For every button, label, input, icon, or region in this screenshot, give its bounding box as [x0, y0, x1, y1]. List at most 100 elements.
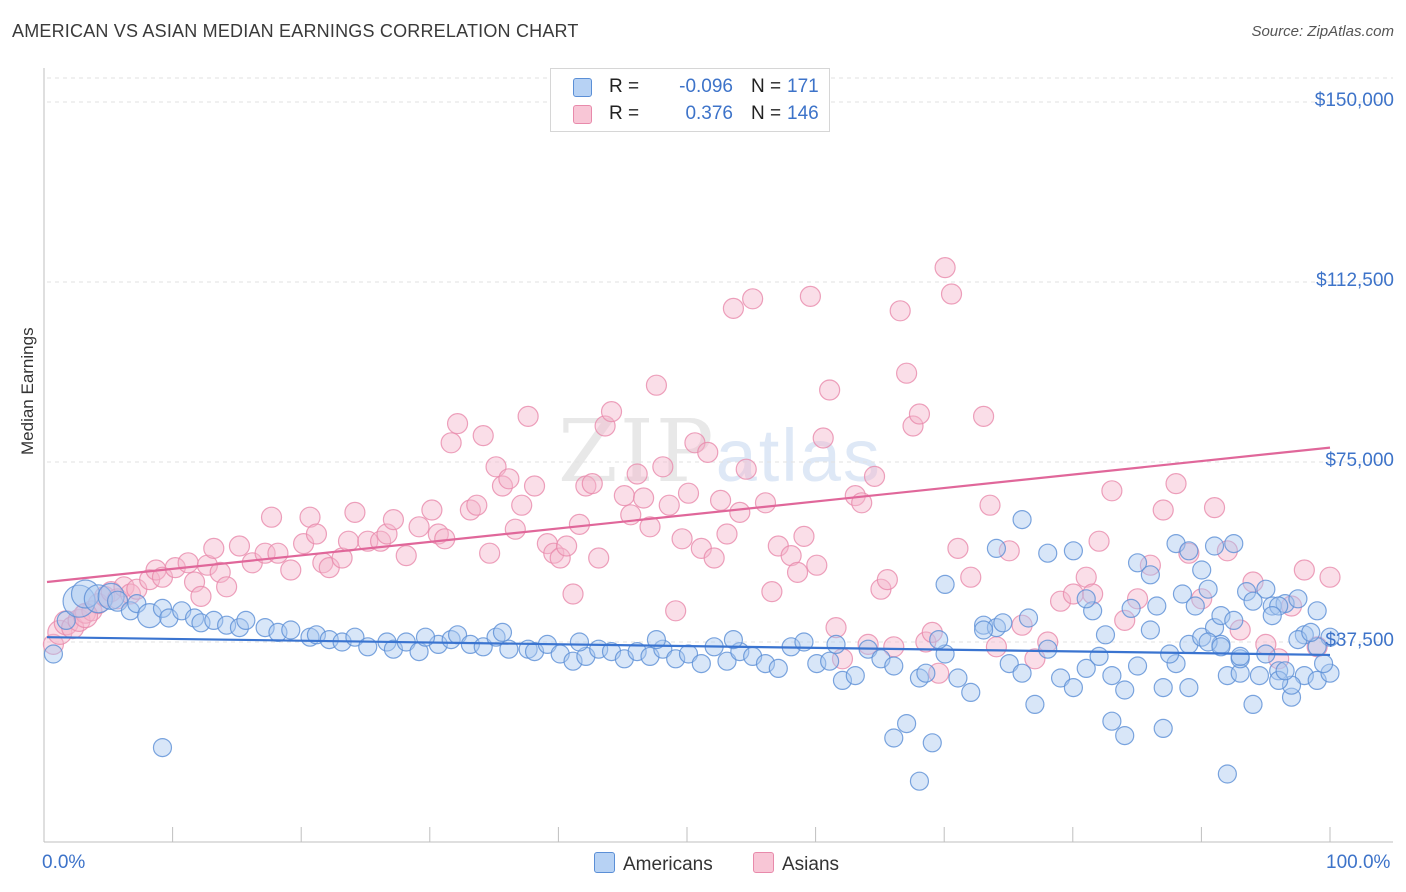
americans-point: [1140, 620, 1160, 640]
x-tick-min: 0.0%: [42, 852, 86, 873]
asians-points: [42, 257, 1341, 684]
americans-point: [1249, 665, 1270, 686]
asians-point: [998, 540, 1020, 562]
americans-point: [1217, 764, 1237, 784]
asians-point: [735, 458, 757, 480]
americans-point: [569, 632, 590, 652]
asians-point: [940, 283, 963, 305]
asians-r-value: 0.376: [685, 103, 733, 124]
asians-point: [382, 508, 405, 531]
asians-point: [344, 501, 366, 524]
americans-point: [1243, 694, 1263, 715]
americans-point: [1115, 725, 1135, 746]
asians-point: [479, 542, 501, 564]
asians-point: [1319, 566, 1341, 588]
americans-point: [1153, 718, 1173, 739]
americans-point: [229, 617, 250, 638]
americans-point: [948, 668, 968, 688]
americans-point: [1050, 668, 1071, 688]
americans-point: [820, 651, 840, 671]
asians-point: [472, 425, 494, 447]
americans-point: [1018, 608, 1039, 628]
asians-point: [658, 494, 680, 516]
americans-point: [1012, 663, 1032, 683]
asians-point: [1203, 497, 1226, 519]
americans-legend-swatch: [594, 852, 615, 873]
americans-point: [1102, 665, 1122, 686]
bottom-legend-americans[interactable]: Americans: [594, 852, 713, 876]
americans-point: [961, 682, 981, 703]
asians-swatch: [573, 105, 592, 124]
americans-point: [1301, 622, 1321, 643]
americans-point: [1262, 605, 1282, 626]
americans-point: [1230, 646, 1250, 667]
x-tick-max: 100.0%: [1326, 852, 1391, 873]
americans-point: [1025, 694, 1045, 715]
americans-point: [723, 629, 744, 650]
americans-point: [1012, 509, 1032, 530]
asians-point: [812, 427, 834, 449]
americans-point: [627, 641, 647, 662]
americans-point: [1275, 661, 1295, 681]
americans-point: [1243, 591, 1263, 611]
americans-point: [1063, 541, 1084, 561]
asians-point: [446, 413, 469, 435]
americans-point: [1224, 533, 1244, 554]
americans-point: [1147, 596, 1167, 616]
asians-point: [1126, 588, 1149, 610]
americans-point: [884, 656, 904, 676]
asians-n-value: 146: [787, 103, 819, 124]
americans-point: [1237, 581, 1257, 602]
asians-point: [754, 492, 777, 514]
asians-point: [357, 530, 379, 552]
asians-point: [979, 494, 1001, 516]
asians-point: [613, 485, 635, 507]
y-tick-label: $75,000: [1325, 450, 1394, 471]
americans-point: [1192, 560, 1212, 580]
americans-point: [1038, 543, 1058, 563]
americans-point: [717, 651, 737, 671]
bottom-legend-asians[interactable]: Asians: [753, 852, 839, 876]
y-tick-label: $37,500: [1325, 630, 1394, 651]
asians-point: [1082, 583, 1104, 605]
americans-point: [281, 620, 301, 640]
americans-point: [929, 629, 949, 650]
americans-point: [120, 601, 140, 621]
americans-point: [1307, 601, 1327, 621]
asians-point: [972, 405, 995, 427]
americans-n-value: 171: [787, 76, 819, 97]
chart-title: AMERICAN VS ASIAN MEDIAN EARNINGS CORREL…: [12, 21, 579, 41]
watermark-atlas: atlas: [715, 414, 882, 497]
asians-point: [921, 621, 943, 644]
asians-legend-label: Asians: [782, 854, 840, 875]
asians-point: [742, 288, 764, 310]
asians-point: [1101, 480, 1123, 502]
americans-r-value: -0.096: [679, 76, 733, 97]
americans-point: [1320, 627, 1340, 647]
asians-point: [588, 547, 610, 569]
asians-point: [280, 559, 302, 581]
americans-point: [845, 665, 865, 686]
americans-points: [43, 509, 1340, 791]
asians-point: [337, 530, 360, 552]
americans-point: [1288, 589, 1308, 609]
americans-point: [897, 713, 917, 734]
y-tick-label: $112,500: [1316, 270, 1394, 291]
americans-point: [1179, 677, 1199, 698]
asians-point: [260, 506, 283, 528]
asians-legend-swatch: [753, 852, 774, 873]
americans-point: [1269, 670, 1289, 691]
asians-point: [703, 547, 725, 569]
americans-point: [832, 670, 853, 691]
asians-point: [1062, 583, 1085, 605]
americans-point: [973, 620, 994, 640]
asians-point: [1293, 559, 1315, 581]
asians-point: [985, 636, 1008, 658]
asians-point: [267, 542, 289, 564]
americans-point: [1256, 579, 1276, 599]
americans-point: [1153, 677, 1173, 698]
asians-point: [639, 516, 661, 538]
watermark-zip: ZIP: [558, 402, 716, 502]
americans-trend-line: [46, 636, 1331, 657]
